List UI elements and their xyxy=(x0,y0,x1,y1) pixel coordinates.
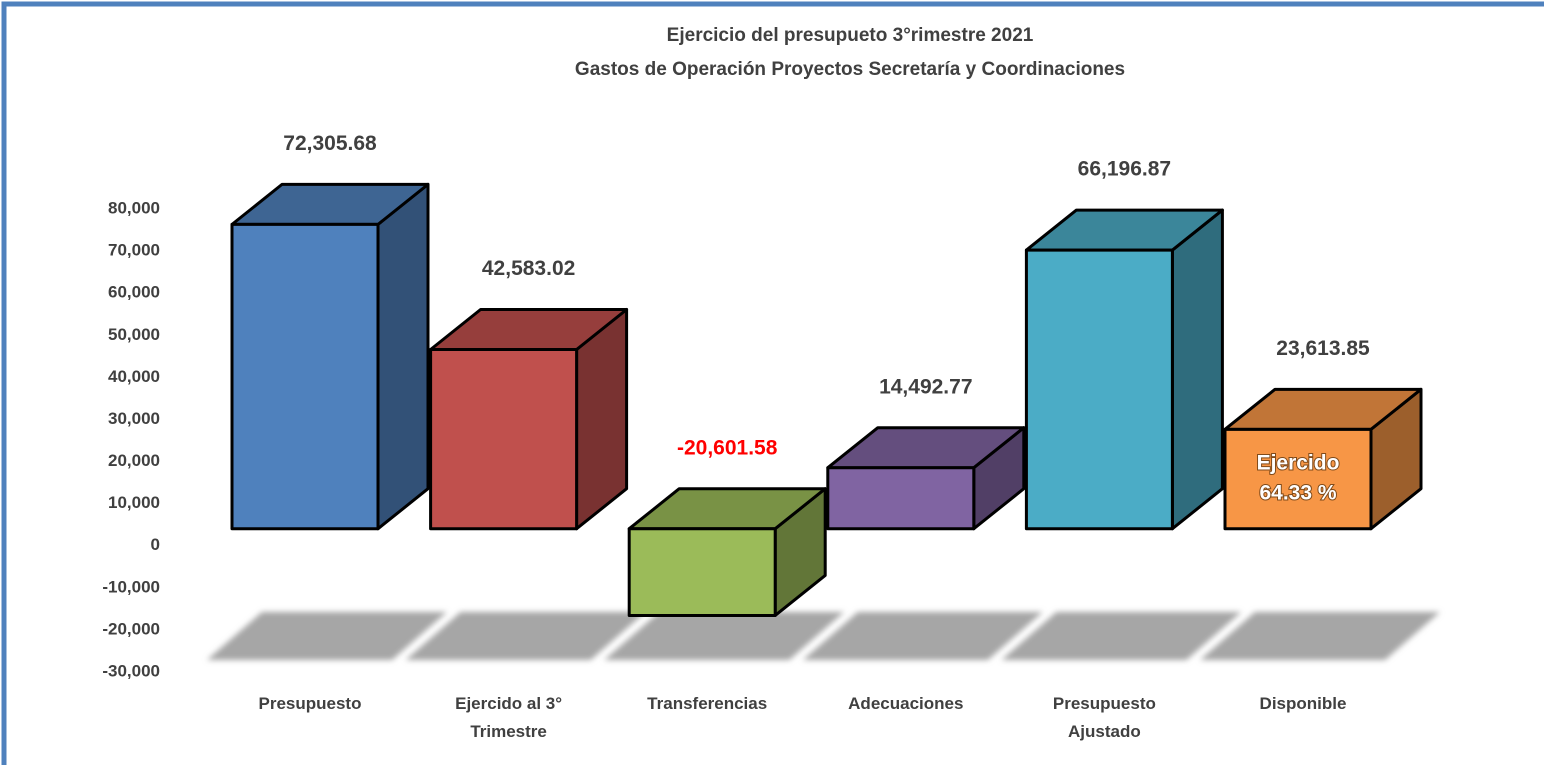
value-label: -20,601.58 xyxy=(677,436,778,459)
y-tick-label: 30,000 xyxy=(108,409,160,428)
floor-shadow xyxy=(207,612,447,660)
value-label: 66,196.87 xyxy=(1078,158,1171,181)
value-label: 72,305.68 xyxy=(283,132,377,155)
floor-shadow xyxy=(1001,612,1242,660)
chart-title: Ejercicio del presupueto 3°rimestre 2021 xyxy=(667,25,1034,46)
floor-shadow xyxy=(802,612,1043,660)
x-tick-label: Transferencias xyxy=(647,694,768,713)
x-tick-label: Adecuaciones xyxy=(848,694,964,713)
x-tick-label: Disponible xyxy=(1259,694,1347,713)
x-tick-label: Ejercido al 3° Trimestre xyxy=(455,694,563,741)
y-tick-label: -20,000 xyxy=(102,619,160,638)
y-tick-label: 70,000 xyxy=(108,241,160,260)
y-tick-label: -30,000 xyxy=(102,661,160,680)
annotation: 64.33 % xyxy=(1259,482,1336,505)
y-tick-label: 50,000 xyxy=(108,325,160,344)
bar xyxy=(1024,248,1174,531)
bar xyxy=(230,222,380,531)
chart-subtitle: Gastos de Operación Proyectos Secretaría… xyxy=(575,59,1125,80)
y-tick-label: 20,000 xyxy=(108,451,160,470)
bar xyxy=(1223,427,1373,531)
y-tick-label: 40,000 xyxy=(108,367,160,386)
x-tick-label: Presupuesto Ajustado xyxy=(1052,694,1156,741)
bar-side xyxy=(1170,208,1224,531)
y-tick-label: -10,000 xyxy=(102,577,160,596)
bar-side xyxy=(376,182,430,531)
floor-shadow xyxy=(1200,612,1440,660)
value-label: 23,613.85 xyxy=(1276,337,1370,360)
y-tick-label: 60,000 xyxy=(108,283,160,302)
y-tick-label: 0 xyxy=(151,535,160,554)
floor-shadow xyxy=(604,612,845,660)
annotation: Ejercido xyxy=(1257,452,1340,475)
floor-shadow xyxy=(405,612,646,660)
value-label: 42,583.02 xyxy=(482,257,575,280)
bar xyxy=(627,527,777,617)
value-label: 14,492.77 xyxy=(879,375,972,398)
y-tick-label: 80,000 xyxy=(108,198,160,217)
x-tick-label: Presupuesto xyxy=(258,694,362,713)
bar xyxy=(429,347,579,531)
bar xyxy=(826,466,976,531)
y-tick-label: 10,000 xyxy=(108,493,160,512)
